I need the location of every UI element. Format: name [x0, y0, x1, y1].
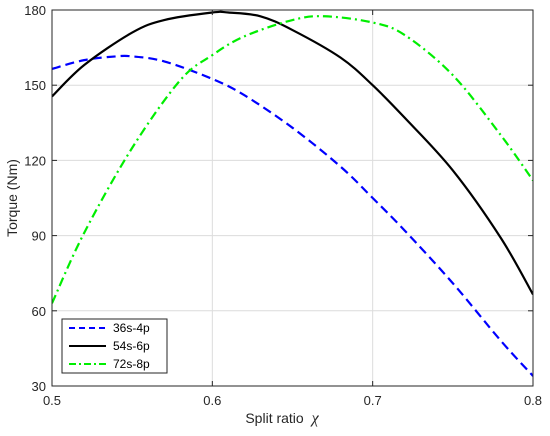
y-tick-label: 60: [32, 304, 46, 319]
y-tick-label: 180: [24, 3, 46, 18]
legend: 36s-4p 54s-6p 72s-8p: [61, 318, 168, 374]
x-tick-label: 0.8: [524, 393, 542, 408]
x-axis-label: Split ratio: [245, 410, 304, 426]
x-axis-title: Split ratio χ: [245, 410, 319, 427]
x-tick-label: 0.7: [364, 393, 382, 408]
legend-label-72s-8p: 72s-8p: [113, 357, 150, 371]
y-tick-label: 150: [24, 78, 46, 93]
y-tick-label: 90: [32, 229, 46, 244]
x-tick-label: 0.6: [203, 393, 221, 408]
plot-frame: [51, 9, 534, 387]
x-tick-label: 0.5: [43, 393, 61, 408]
series-line-72s-8p: [52, 15, 533, 304]
x-axis-symbol: χ: [310, 410, 320, 427]
y-axis-label: Torque (Nm): [4, 159, 20, 237]
axis-ticks: 0.5 0.6 0.7 0.8 30 60 90 120 150 180: [24, 3, 542, 408]
series-lines: [52, 10, 533, 377]
legend-label-36s-4p: 36s-4p: [113, 321, 150, 335]
y-tick-label: 30: [32, 379, 46, 394]
legend-label-54s-6p: 54s-6p: [113, 339, 150, 353]
series-line-36s-4p: [52, 54, 533, 377]
series-line-54s-6p: [52, 10, 533, 296]
y-tick-label: 120: [24, 153, 46, 168]
